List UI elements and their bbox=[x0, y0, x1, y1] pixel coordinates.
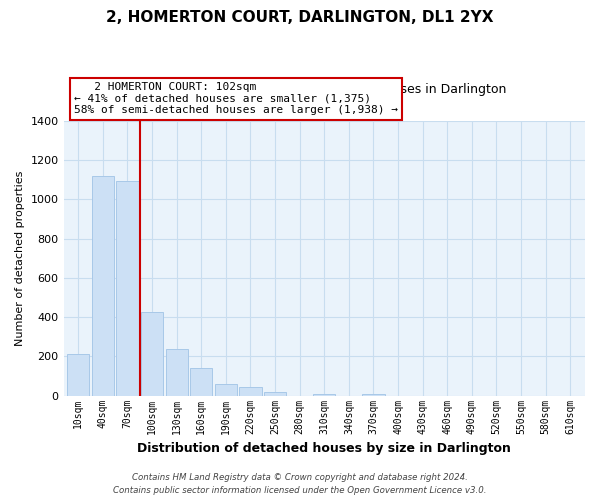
Title: Size of property relative to detached houses in Darlington: Size of property relative to detached ho… bbox=[143, 83, 506, 96]
Text: 2, HOMERTON COURT, DARLINGTON, DL1 2YX: 2, HOMERTON COURT, DARLINGTON, DL1 2YX bbox=[106, 10, 494, 25]
Bar bbox=[215, 384, 237, 396]
Bar bbox=[190, 368, 212, 396]
X-axis label: Distribution of detached houses by size in Darlington: Distribution of detached houses by size … bbox=[137, 442, 511, 455]
Bar bbox=[141, 312, 163, 396]
Bar bbox=[67, 354, 89, 396]
Bar bbox=[362, 394, 385, 396]
Text: 2 HOMERTON COURT: 102sqm
← 41% of detached houses are smaller (1,375)
58% of sem: 2 HOMERTON COURT: 102sqm ← 41% of detach… bbox=[74, 82, 398, 116]
Bar bbox=[92, 176, 114, 396]
Bar bbox=[116, 181, 139, 396]
Bar bbox=[166, 348, 188, 396]
Y-axis label: Number of detached properties: Number of detached properties bbox=[15, 170, 25, 346]
Text: Contains HM Land Registry data © Crown copyright and database right 2024.
Contai: Contains HM Land Registry data © Crown c… bbox=[113, 474, 487, 495]
Bar bbox=[313, 394, 335, 396]
Bar bbox=[264, 392, 286, 396]
Bar bbox=[239, 387, 262, 396]
